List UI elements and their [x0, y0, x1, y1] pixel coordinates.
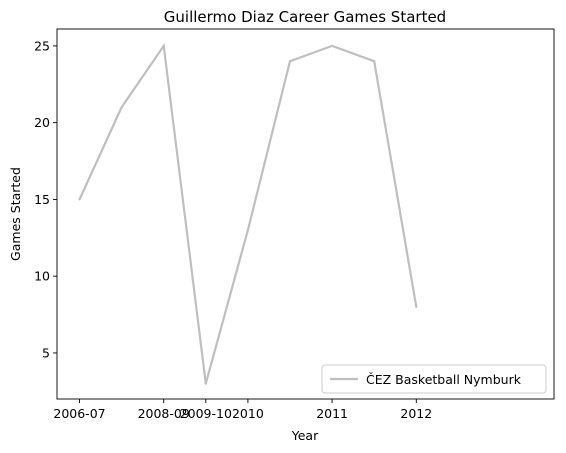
- y-tick-label: 20: [34, 115, 50, 130]
- data-point: [120, 106, 123, 109]
- data-point: [204, 382, 207, 385]
- data-point: [331, 44, 334, 47]
- plot-frame: [56, 28, 555, 400]
- legend-label: ČEZ Basketball Nymburk: [366, 372, 522, 387]
- y-axis: 5 10 15 20 25: [34, 38, 57, 360]
- series-line: [78, 42, 418, 384]
- y-tick-label: 10: [34, 269, 50, 284]
- x-axis-label: Year: [291, 428, 319, 443]
- data-point: [373, 60, 376, 63]
- chart-title: Guillermo Diaz Career Games Started: [164, 8, 446, 26]
- x-tick-label: 2011: [316, 406, 348, 421]
- data-point: [246, 229, 249, 232]
- data-point: [78, 198, 81, 201]
- data-point: [162, 44, 165, 47]
- y-axis-label: Games Started: [8, 167, 23, 261]
- x-tick-label: 2010: [232, 406, 264, 421]
- y-tick-label: 15: [34, 192, 50, 207]
- data-point: [415, 305, 418, 308]
- x-tick-label: 2008-09: [138, 406, 190, 421]
- y-tick-label: 25: [34, 38, 50, 53]
- x-tick-label: 2006-07: [53, 406, 105, 421]
- x-tick-label: 2012: [400, 406, 432, 421]
- data-point: [288, 60, 292, 63]
- legend: ČEZ Basketball Nymburk: [321, 364, 547, 394]
- x-tick-label: 2009-10: [180, 406, 232, 421]
- y-tick-label: 5: [42, 345, 50, 360]
- legend-box: [321, 364, 547, 394]
- series-layer: [78, 42, 418, 385]
